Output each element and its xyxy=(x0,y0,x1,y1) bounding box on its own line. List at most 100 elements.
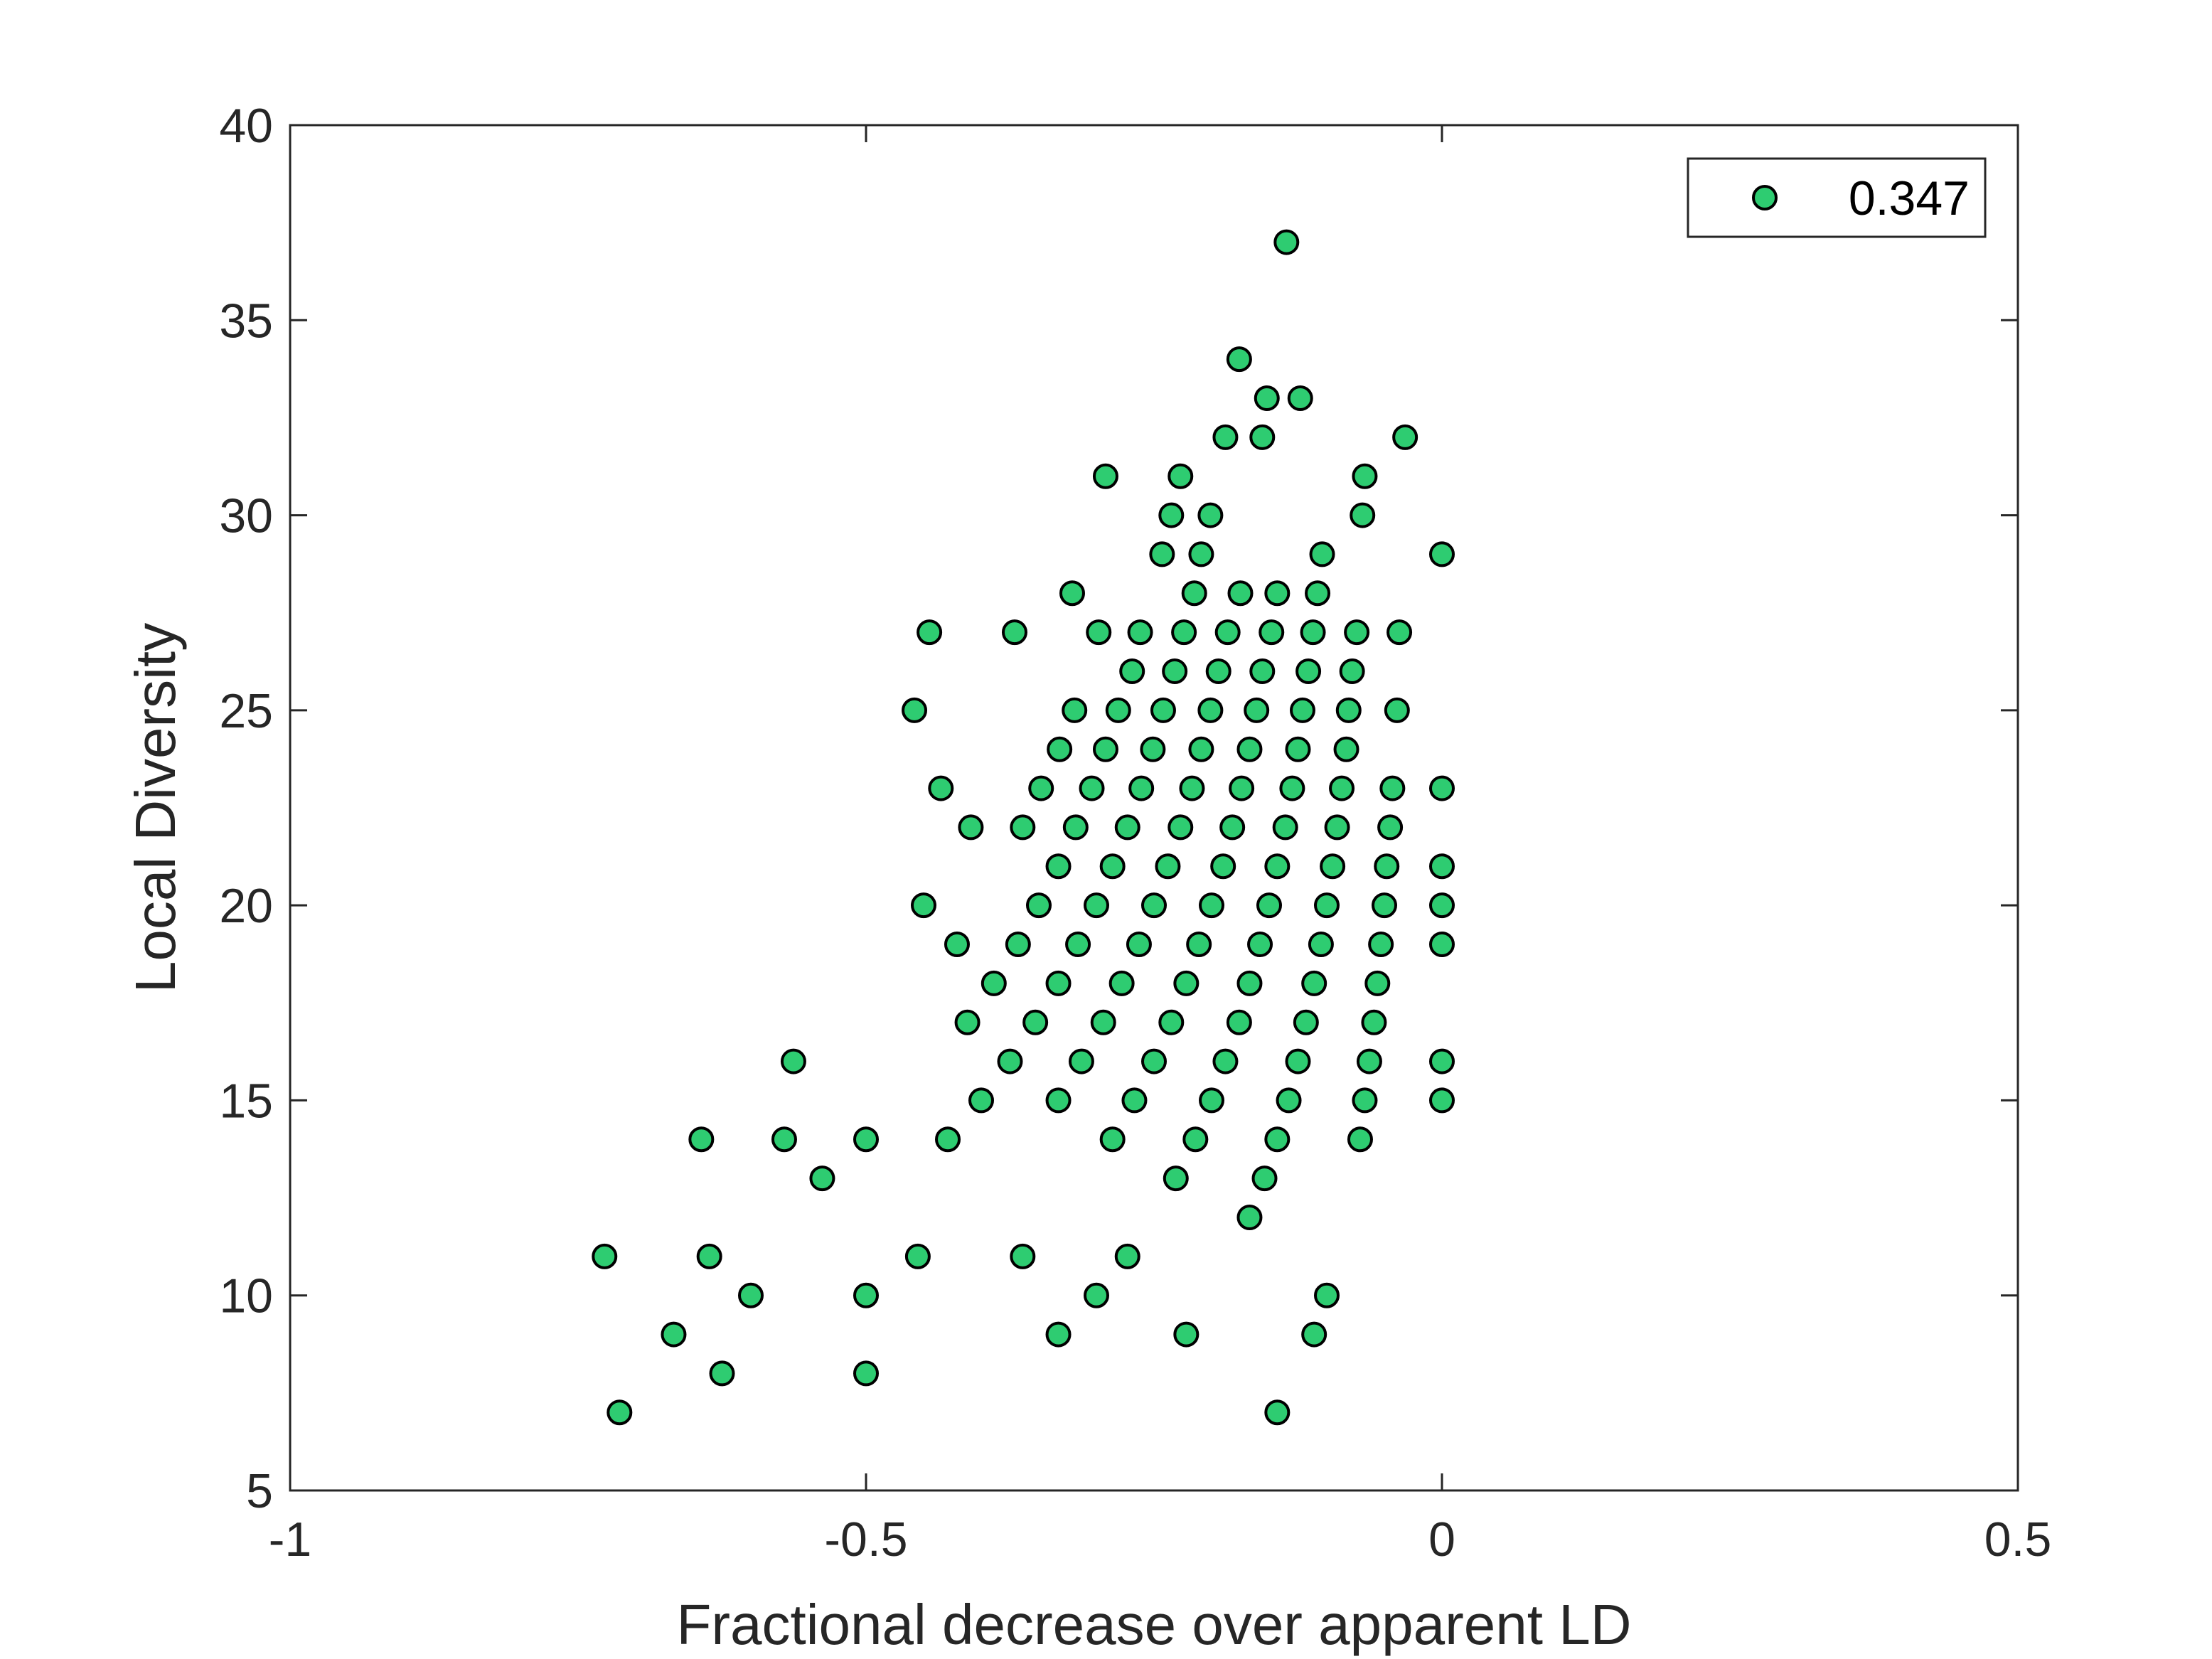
data-point xyxy=(709,1360,735,1387)
data-point xyxy=(1108,970,1135,996)
data-point xyxy=(1300,619,1326,646)
data-point xyxy=(1285,1048,1311,1074)
data-point xyxy=(1026,892,1052,919)
data-point xyxy=(1247,932,1273,957)
data-point xyxy=(1429,853,1455,880)
x-tick-label: -1 xyxy=(269,1513,311,1567)
legend-marker xyxy=(1752,185,1778,210)
data-point xyxy=(1045,1087,1072,1114)
data-point xyxy=(1273,229,1300,255)
data-point xyxy=(1352,463,1378,489)
data-point xyxy=(1256,892,1282,919)
data-point xyxy=(1329,775,1355,801)
data-point xyxy=(1429,932,1455,957)
data-point xyxy=(1249,658,1276,684)
data-point xyxy=(1045,853,1072,880)
y-tick-label: 30 xyxy=(219,489,273,543)
data-point xyxy=(968,1087,994,1114)
data-point xyxy=(592,1243,618,1269)
legend: 0.347 xyxy=(1687,157,1987,238)
data-point xyxy=(1197,697,1224,723)
x-tick-label: -0.5 xyxy=(824,1513,907,1567)
data-point xyxy=(1229,775,1255,801)
x-axis-label: Fractional decrease over apparent LD xyxy=(677,1593,1632,1656)
data-point xyxy=(1226,1009,1252,1035)
data-point xyxy=(688,1126,715,1153)
data-point xyxy=(1324,814,1350,841)
data-point xyxy=(1105,697,1131,723)
data-point xyxy=(1212,1048,1239,1074)
data-point xyxy=(1301,970,1327,996)
data-point xyxy=(1149,541,1175,567)
data-point xyxy=(853,1126,879,1153)
y-tick-label: 10 xyxy=(219,1269,273,1323)
y-tick-label: 25 xyxy=(219,684,273,738)
data-point xyxy=(1384,697,1410,723)
data-point xyxy=(1289,697,1315,723)
data-point xyxy=(1308,932,1334,957)
data-point xyxy=(1236,736,1263,762)
data-point xyxy=(738,1282,764,1308)
plot-area xyxy=(290,125,2018,1490)
data-point xyxy=(958,814,984,841)
data-point xyxy=(1199,1087,1224,1114)
legend-entry-label: 0.347 xyxy=(1849,171,1970,225)
data-point xyxy=(1092,736,1118,762)
data-point xyxy=(1361,1009,1387,1035)
data-point xyxy=(981,970,1007,996)
data-point xyxy=(1068,1048,1094,1074)
data-point xyxy=(1335,697,1362,723)
plot-frame xyxy=(289,124,2019,1492)
data-point xyxy=(1379,775,1406,801)
data-point xyxy=(1158,1009,1185,1035)
data-point xyxy=(1173,970,1199,996)
data-point xyxy=(1127,619,1153,646)
data-point xyxy=(1197,502,1224,528)
data-point xyxy=(780,1048,806,1074)
data-point xyxy=(1293,1009,1319,1035)
data-point xyxy=(1045,1321,1072,1348)
data-point xyxy=(1251,1165,1278,1192)
data-point xyxy=(1305,580,1331,607)
data-point xyxy=(1079,775,1105,801)
data-point xyxy=(1099,1126,1126,1153)
data-point xyxy=(1028,775,1054,801)
y-tick-label: 35 xyxy=(219,294,273,348)
data-point xyxy=(1047,736,1073,762)
data-point xyxy=(1062,697,1088,723)
y-tick-label: 15 xyxy=(219,1074,273,1128)
data-point xyxy=(853,1282,879,1308)
data-point xyxy=(1249,424,1276,450)
data-point xyxy=(1010,814,1036,841)
data-point xyxy=(1199,892,1224,919)
data-point xyxy=(1264,853,1291,880)
data-point xyxy=(1272,814,1298,841)
data-point xyxy=(1158,502,1185,528)
data-point xyxy=(1219,814,1246,841)
data-point xyxy=(902,697,928,723)
data-point xyxy=(944,932,970,957)
data-point xyxy=(1236,970,1263,996)
data-point xyxy=(1429,1048,1455,1074)
data-point xyxy=(1226,346,1252,373)
data-point xyxy=(1227,580,1254,607)
data-point xyxy=(661,1321,687,1348)
data-point xyxy=(1162,658,1188,684)
data-point xyxy=(1287,385,1313,411)
data-point xyxy=(1062,814,1089,841)
data-point xyxy=(1090,1009,1116,1035)
data-point xyxy=(607,1399,633,1426)
data-point xyxy=(1141,892,1167,919)
data-point xyxy=(1045,970,1072,996)
data-point xyxy=(1084,892,1109,919)
data-point xyxy=(1344,619,1370,646)
data-point xyxy=(1352,1087,1378,1114)
data-point xyxy=(997,1048,1023,1074)
data-point xyxy=(1254,385,1280,411)
data-point xyxy=(809,1165,835,1192)
data-point xyxy=(1364,970,1391,996)
y-tick-label: 5 xyxy=(246,1464,273,1518)
data-point xyxy=(1168,463,1194,489)
tick-labels: -1 -0.5 0 0.5 5 10 15 20 25 30 35 40 xyxy=(219,99,2051,1567)
